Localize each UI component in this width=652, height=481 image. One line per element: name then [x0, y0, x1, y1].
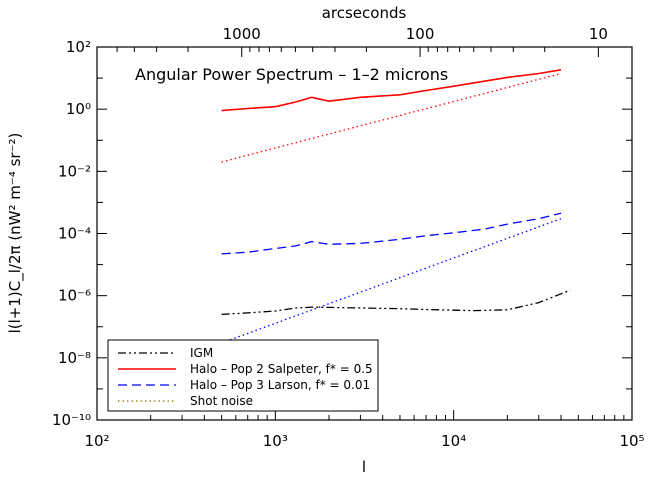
series-line-4 — [221, 218, 562, 344]
series-layer — [221, 69, 571, 344]
series-line-1 — [221, 69, 562, 112]
x-tick-label: 10⁴ — [441, 432, 466, 450]
x-axis-title: l — [362, 458, 366, 476]
top-x-axis-title: arcseconds — [322, 4, 407, 22]
legend-box — [107, 339, 379, 412]
x-tick-label: 10³ — [263, 432, 288, 450]
top-tick-label: 100 — [406, 25, 435, 43]
y-tick-label: 10⁻⁶ — [58, 287, 91, 305]
y-tick-label: 10² — [66, 38, 91, 56]
x-tick-label: 10² — [84, 432, 109, 450]
top-tick-label: 10 — [589, 25, 608, 43]
series-line-2 — [221, 72, 562, 163]
legend-label: Halo – Pop 2 Salpeter, f* = 0.5 — [190, 362, 373, 376]
x-tick-label: 10⁵ — [619, 432, 644, 450]
y-tick-label: 10⁻⁸ — [58, 349, 91, 367]
legend: IGM Halo – Pop 2 Salpeter, f* = 0.5 Halo –… — [107, 339, 379, 412]
y-tick-label: 10⁰ — [66, 100, 91, 118]
y-tick-label: 10⁻¹⁰ — [52, 411, 91, 429]
legend-label: IGM — [190, 346, 213, 360]
legend-label: Halo – Pop 3 Larson, f* = 0.01 — [190, 378, 370, 392]
series-line-3 — [221, 212, 562, 255]
y-tick-label: 10⁻² — [58, 162, 91, 180]
top-tick-label: 1000 — [223, 25, 261, 43]
series-line-0 — [221, 289, 571, 316]
y-tick-label: 10⁻⁴ — [58, 225, 91, 243]
axis-ticks — [96, 46, 633, 421]
chart-annotation: Angular Power Spectrum – 1–2 microns — [135, 65, 448, 84]
legend-label: Shot noise — [190, 394, 253, 408]
axis-tick-labels: 10² 10³ 10⁴ 10⁵ 1000 100 10 10⁻¹⁰ 10⁻⁸ 10⁻⁶ 10⁻⁴ 10… — [52, 25, 645, 450]
y-axis-title: l(l+1)C_l/2π (nW² m⁻⁴ sr⁻²) — [6, 133, 25, 334]
